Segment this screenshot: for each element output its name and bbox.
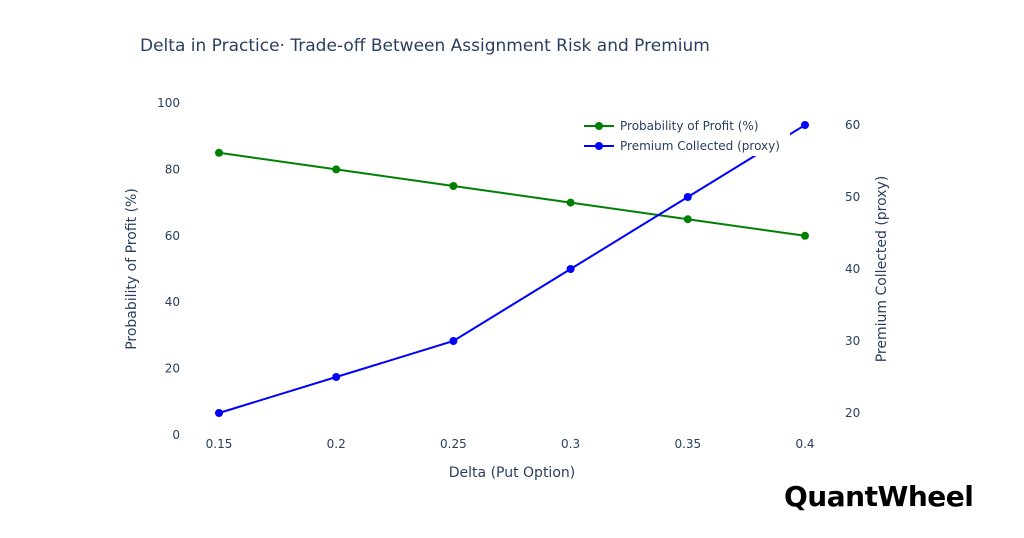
x-tick-label: 0.4 <box>795 437 814 451</box>
y-tick-label: 60 <box>165 229 180 243</box>
x-axis-label: Delta (Put Option) <box>449 465 575 481</box>
data-point[interactable] <box>801 121 809 129</box>
y2-tick-label: 60 <box>845 118 860 132</box>
chart-title: Delta in Practice· Trade-off Between Ass… <box>140 36 710 56</box>
y-tick-label: 40 <box>165 295 180 309</box>
y2-tick-label: 40 <box>845 262 860 276</box>
x-tick-label: 0.2 <box>327 437 346 451</box>
legend-item[interactable]: Probability of Profit (%) <box>584 119 759 133</box>
y-tick-label: 80 <box>165 162 180 176</box>
left-y-axis-ticks: 0 20 40 60 80 100 <box>157 96 180 442</box>
y-tick-label: 0 <box>172 428 180 442</box>
probability-line <box>218 151 806 237</box>
legend-marker-icon <box>595 122 603 130</box>
data-point[interactable] <box>332 373 341 381</box>
legend-label: Probability of Profit (%) <box>620 119 759 133</box>
y-tick-label: 100 <box>157 96 180 110</box>
data-point[interactable] <box>683 215 692 224</box>
x-tick-label: 0.15 <box>206 437 233 451</box>
data-point[interactable] <box>332 165 341 174</box>
data-point[interactable] <box>449 337 458 345</box>
data-point[interactable] <box>801 231 809 240</box>
data-point[interactable] <box>683 193 692 201</box>
y2-tick-label: 30 <box>845 334 860 348</box>
x-tick-label: 0.35 <box>674 437 701 451</box>
data-point[interactable] <box>566 198 575 207</box>
legend[interactable]: Probability of Profit (%) Premium Collect… <box>580 114 790 156</box>
left-y-axis-label: Probability of Profit (%) <box>124 188 140 350</box>
x-tick-label: 0.3 <box>561 437 580 451</box>
x-tick-label: 0.25 <box>440 437 467 451</box>
y-tick-label: 20 <box>165 362 180 376</box>
y2-tick-label: 20 <box>845 406 860 420</box>
right-y-axis-ticks: 20 30 40 50 60 <box>845 118 860 420</box>
legend-item[interactable]: Premium Collected (proxy) <box>584 139 780 153</box>
brand-logo: QuantWheel <box>784 480 974 513</box>
premium-line <box>218 124 806 414</box>
legend-label: Premium Collected (proxy) <box>620 139 780 153</box>
data-point[interactable] <box>215 148 223 157</box>
legend-marker-icon <box>595 142 603 150</box>
series-lines <box>215 121 809 417</box>
data-point[interactable] <box>215 409 223 417</box>
x-axis-ticks: 0.15 0.2 0.25 0.3 0.35 0.4 <box>206 437 815 451</box>
data-point[interactable] <box>449 182 458 190</box>
right-y-axis-label: Premium Collected (proxy) <box>874 176 890 363</box>
y2-tick-label: 50 <box>845 190 860 204</box>
data-point[interactable] <box>566 265 575 273</box>
